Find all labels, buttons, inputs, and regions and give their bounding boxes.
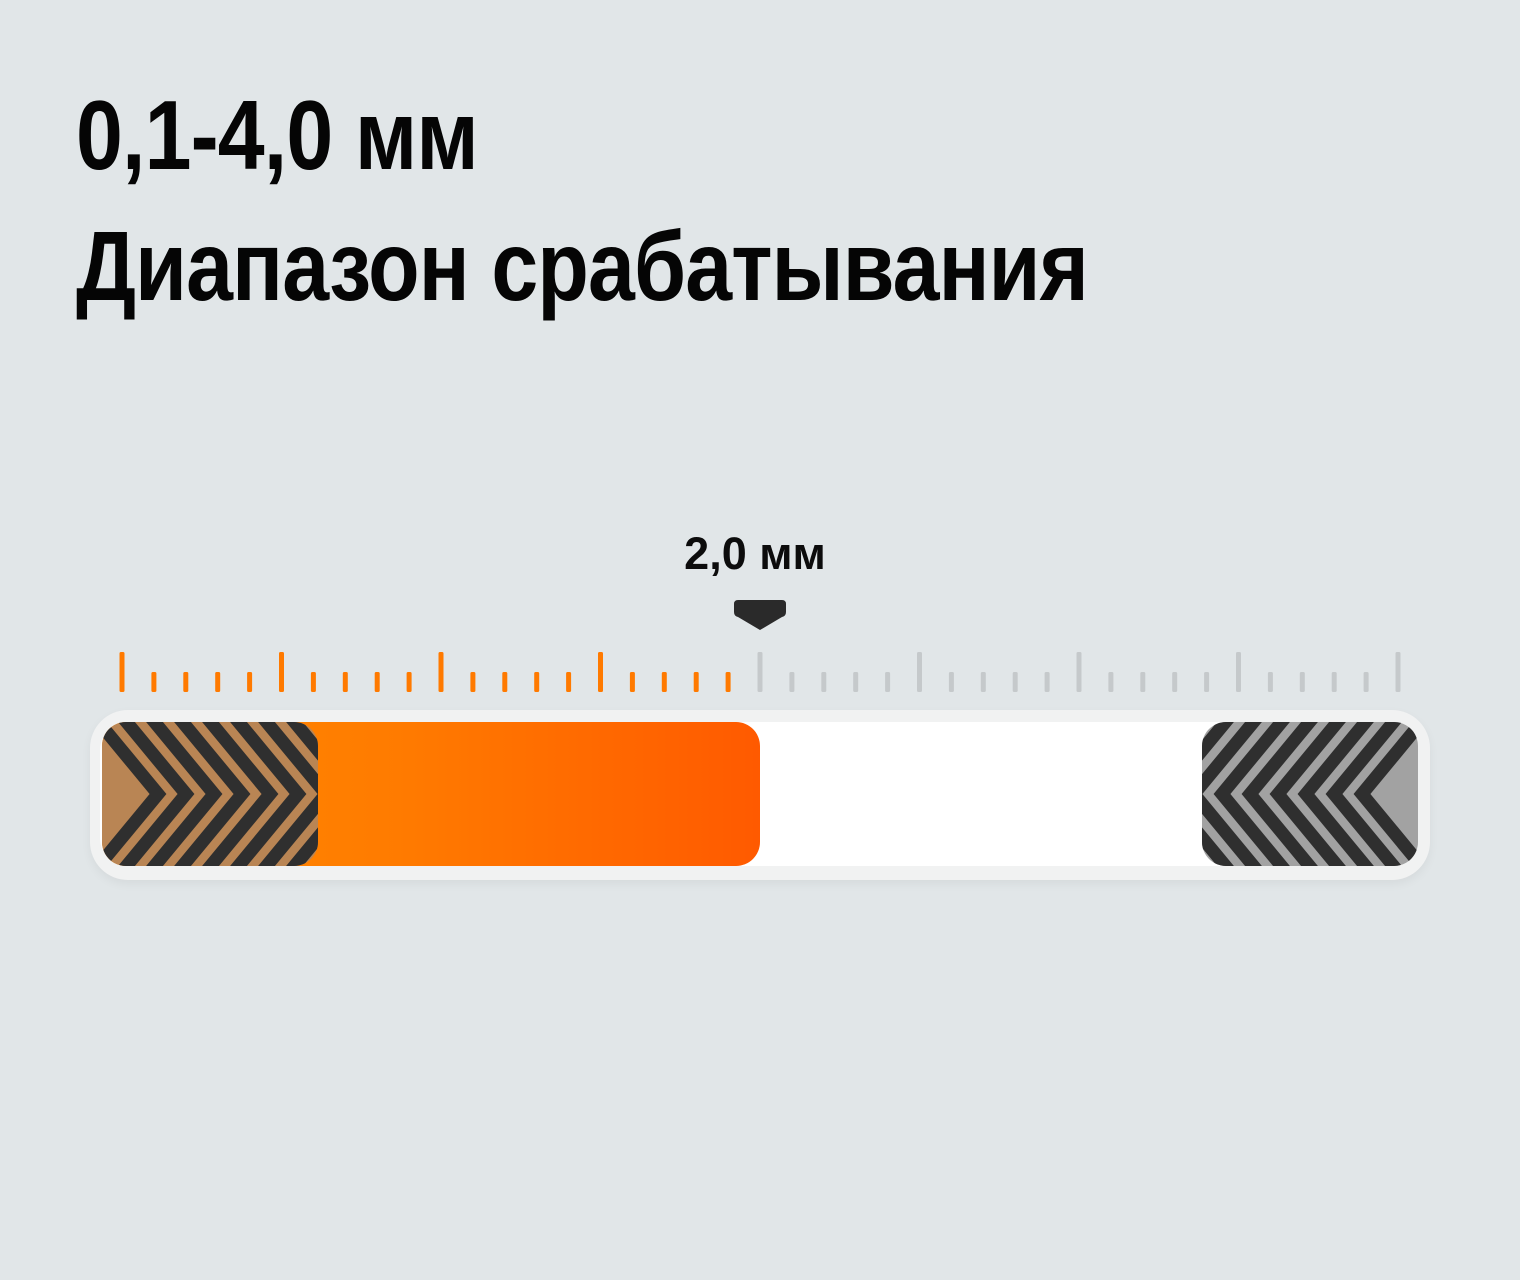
scale-minor-tick — [566, 672, 572, 692]
scale-minor-tick — [247, 672, 253, 692]
scale-minor-tick — [629, 672, 635, 692]
scale-minor-tick — [1363, 672, 1369, 692]
scale-minor-tick — [853, 672, 859, 692]
scale-major-tick — [438, 652, 444, 692]
scale-minor-tick — [1108, 672, 1114, 692]
scale-minor-tick — [310, 672, 316, 692]
headline: 0,1-4,0 мм Диапазон срабатывания — [76, 70, 1089, 333]
slider-scale — [119, 652, 1401, 692]
headline-title: Диапазон срабатывания — [76, 211, 1089, 322]
chevron-left-pattern-icon — [1202, 722, 1418, 866]
scale-minor-tick — [661, 672, 667, 692]
scale-minor-tick — [693, 672, 699, 692]
scale-minor-tick — [342, 672, 348, 692]
scale-minor-tick — [1204, 672, 1210, 692]
scale-major-tick — [757, 652, 763, 692]
scale-major-tick — [917, 652, 922, 692]
scale-minor-tick — [1140, 672, 1146, 692]
scale-minor-tick — [374, 672, 380, 692]
scale-minor-tick — [948, 672, 954, 692]
scale-major-tick — [279, 652, 284, 692]
chevron-right-pattern-icon — [102, 722, 318, 866]
headline-range: 0,1-4,0 мм — [76, 80, 479, 190]
scale-minor-tick — [151, 672, 157, 692]
scale-major-tick — [1076, 652, 1082, 692]
scale-minor-tick — [183, 672, 189, 692]
scale-minor-tick — [1299, 672, 1305, 692]
scale-major-tick — [1236, 652, 1241, 692]
scale-minor-tick — [725, 672, 731, 692]
caret-down-icon[interactable] — [734, 600, 786, 630]
scale-minor-tick — [885, 672, 891, 692]
scale-minor-tick — [215, 672, 221, 692]
scale-minor-tick — [406, 672, 412, 692]
scale-minor-tick — [534, 672, 540, 692]
slider-value-label: 2,0 мм — [684, 528, 826, 579]
scale-minor-tick — [1012, 672, 1018, 692]
scale-minor-tick — [1267, 672, 1273, 692]
scale-major-tick — [119, 652, 125, 692]
scale-major-tick — [1395, 652, 1401, 692]
scale-minor-tick — [821, 672, 827, 692]
scale-minor-tick — [502, 672, 508, 692]
scale-minor-tick — [1331, 672, 1337, 692]
scale-minor-tick — [1044, 672, 1050, 692]
scale-minor-tick — [789, 672, 795, 692]
scale-major-tick — [598, 652, 603, 692]
scale-minor-tick — [470, 672, 476, 692]
scale-minor-tick — [1172, 672, 1178, 692]
scale-minor-tick — [980, 672, 986, 692]
